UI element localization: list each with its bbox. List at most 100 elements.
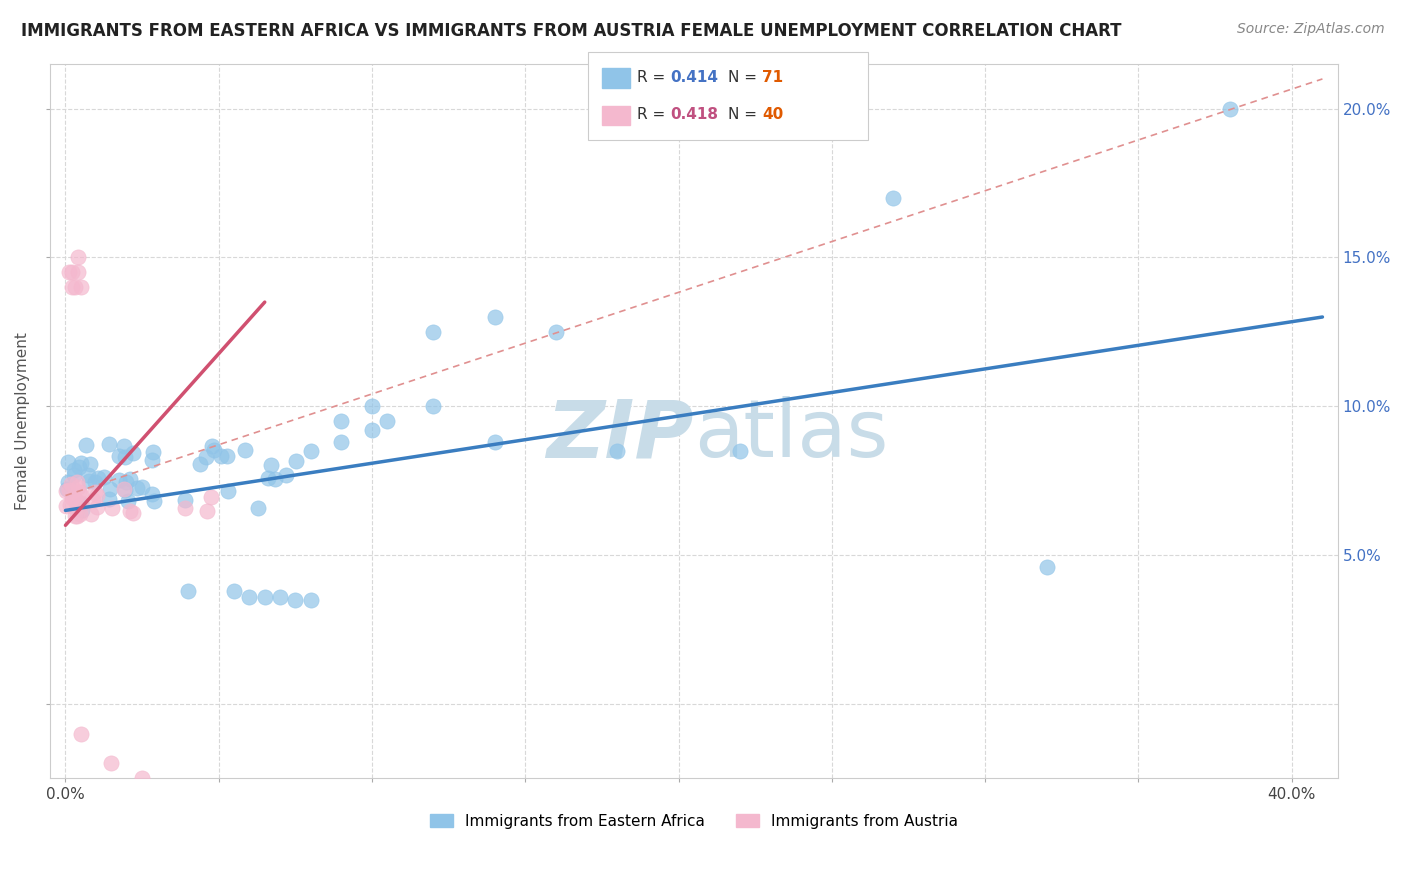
Point [606,443,628,458]
Point [115,475,138,489]
Text: 0.418: 0.418 [671,107,718,122]
Point [422,399,444,413]
Point [141,487,163,501]
Point [55,483,77,498]
Point [177,583,200,598]
Point [256,471,278,485]
Point [76,467,98,482]
Point [66,475,89,490]
Point [361,399,384,413]
Text: 71: 71 [762,70,783,85]
Point [58,483,80,497]
Point [69,726,91,740]
Text: ZIP: ZIP [547,396,695,475]
Point [484,434,506,449]
Point [200,439,222,453]
Point [118,472,141,486]
Point [56,483,79,497]
Point [1219,102,1241,116]
Point [101,500,124,515]
Point [65,509,87,524]
Point [122,446,145,460]
Point [114,482,136,496]
Point [114,450,136,465]
Text: 40: 40 [762,107,783,122]
Point [484,310,506,324]
Point [274,467,297,482]
Point [882,191,904,205]
Point [217,484,239,499]
Point [63,492,86,507]
Point [60,265,83,279]
Point [215,449,238,463]
Point [1035,560,1057,574]
Point [100,756,122,771]
Point [67,460,90,475]
Point [142,445,165,459]
Point [121,506,143,520]
Point [60,476,83,491]
Text: IMMIGRANTS FROM EASTERN AFRICA VS IMMIGRANTS FROM AUSTRIA FEMALE UNEMPLOYMENT CO: IMMIGRANTS FROM EASTERN AFRICA VS IMMIGR… [21,22,1122,40]
Point [202,443,225,458]
Point [195,504,218,518]
Point [131,771,153,785]
Point [108,473,131,487]
Point [143,494,166,508]
Point [114,483,136,497]
Point [86,488,108,502]
Legend: Immigrants from Eastern Africa, Immigrants from Austria: Immigrants from Eastern Africa, Immigran… [425,807,965,835]
Point [70,496,93,510]
Point [127,481,149,495]
Point [67,480,90,494]
Point [58,265,80,279]
Point [728,443,751,458]
Point [361,423,384,437]
Point [141,452,163,467]
Point [97,492,120,507]
Point [79,474,101,488]
Point [59,498,82,512]
Point [174,493,197,508]
Point [238,590,260,604]
Point [63,280,86,294]
Point [82,493,104,508]
Y-axis label: Female Unemployment: Female Unemployment [15,332,30,510]
Point [98,483,121,497]
Point [233,442,256,457]
Point [69,456,91,470]
Point [69,280,91,294]
Point [117,494,139,508]
Point [98,437,121,451]
Point [188,457,211,471]
Point [70,503,93,517]
Point [200,490,222,504]
Point [63,463,86,477]
Point [194,450,217,465]
Point [544,325,567,339]
Point [86,471,108,485]
Point [84,475,107,489]
Point [131,480,153,494]
Point [299,592,322,607]
Point [69,507,91,521]
Point [80,507,103,521]
Point [62,491,84,505]
Text: N =: N = [728,107,762,122]
Point [79,457,101,471]
Point [247,500,270,515]
Point [422,325,444,339]
Point [269,590,291,604]
Point [66,251,89,265]
Text: R =: R = [637,107,671,122]
Point [107,449,129,463]
Point [69,486,91,500]
Point [253,590,276,604]
Point [67,484,90,499]
Point [56,455,79,469]
Point [60,280,83,294]
Point [222,583,245,598]
Point [65,500,87,515]
Text: R =: R = [637,70,671,85]
Point [84,484,107,499]
Text: N =: N = [728,70,762,85]
